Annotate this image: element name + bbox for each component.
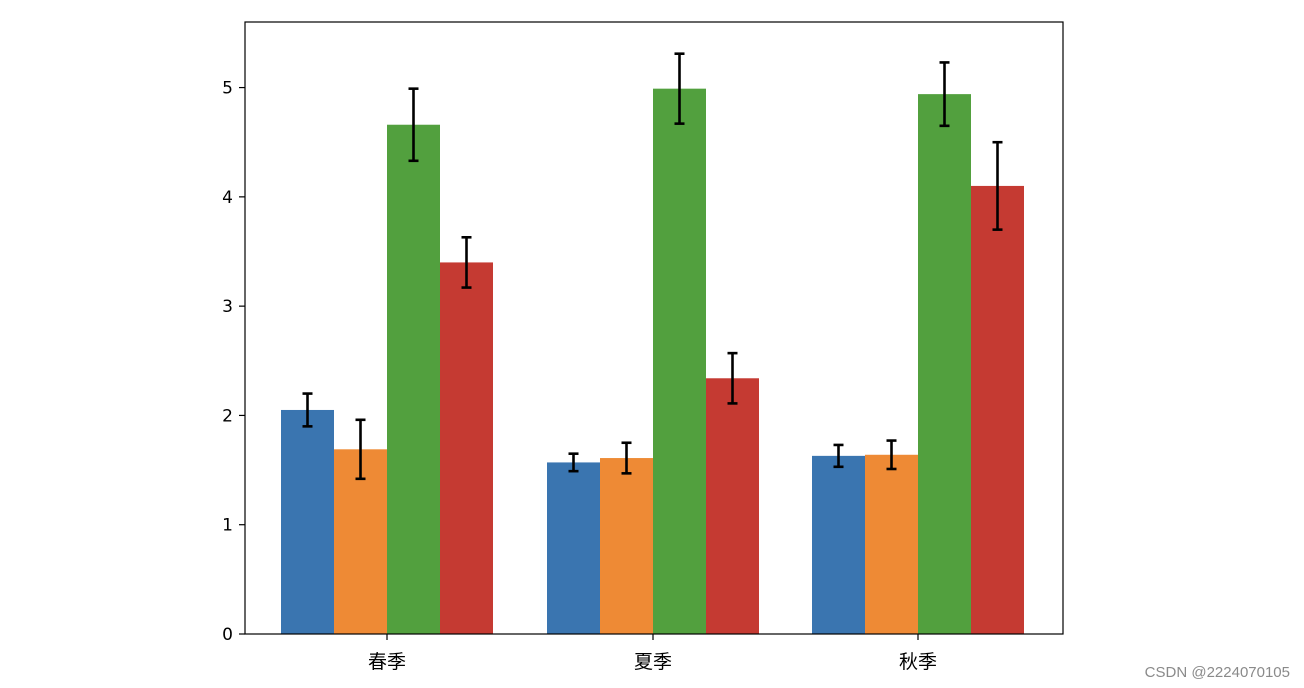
- error-bar-series-4-0: [461, 235, 472, 289]
- error-bar-series-3-2: [939, 61, 950, 128]
- error-bar-series-2-0: [355, 418, 366, 481]
- plot-frame: [244, 21, 1064, 635]
- bar-series-1-0: [281, 409, 334, 634]
- error-bar-series-2-2: [886, 439, 897, 471]
- bar-series-4-1: [706, 378, 759, 634]
- bar-series-3-0: [387, 124, 440, 634]
- error-bar-series-3-1: [674, 52, 685, 125]
- y-tick-label: 0: [222, 625, 233, 645]
- y-tick-label: 3: [222, 297, 233, 317]
- error-bar-series-1-2: [833, 443, 844, 469]
- bar-series-2-1: [600, 458, 653, 634]
- error-bars-layer: [302, 52, 1003, 481]
- bar-series-3-2: [918, 94, 971, 635]
- bar-series-4-0: [440, 262, 493, 634]
- x-axis: 春季 夏季 秋季: [368, 634, 937, 673]
- bar-series-1-1: [547, 462, 600, 634]
- error-bar-series-4-2: [992, 140, 1003, 231]
- y-axis: 0 1 2 3 4 5: [222, 79, 245, 645]
- y-tick-label: 5: [222, 79, 233, 99]
- error-bar-series-2-1: [621, 441, 632, 475]
- error-bar-series-1-0: [302, 392, 313, 428]
- error-bar-series-1-1: [568, 452, 579, 473]
- y-tick-label: 4: [222, 188, 233, 208]
- x-tick-label: 夏季: [634, 651, 672, 673]
- y-tick-label: 2: [222, 406, 233, 426]
- x-tick-label: 春季: [368, 651, 406, 673]
- bar-series-4-2: [971, 185, 1024, 634]
- watermark-text: CSDN @2224070105: [1145, 664, 1290, 681]
- y-tick-label: 1: [222, 516, 233, 536]
- bars-layer: [281, 88, 1024, 635]
- bar-series-2-2: [865, 454, 918, 634]
- bar-series-3-1: [653, 88, 706, 634]
- x-tick-label: 秋季: [899, 651, 937, 673]
- error-bar-series-3-0: [408, 87, 419, 163]
- error-bar-series-4-1: [727, 351, 738, 405]
- bar-series-1-2: [812, 455, 865, 634]
